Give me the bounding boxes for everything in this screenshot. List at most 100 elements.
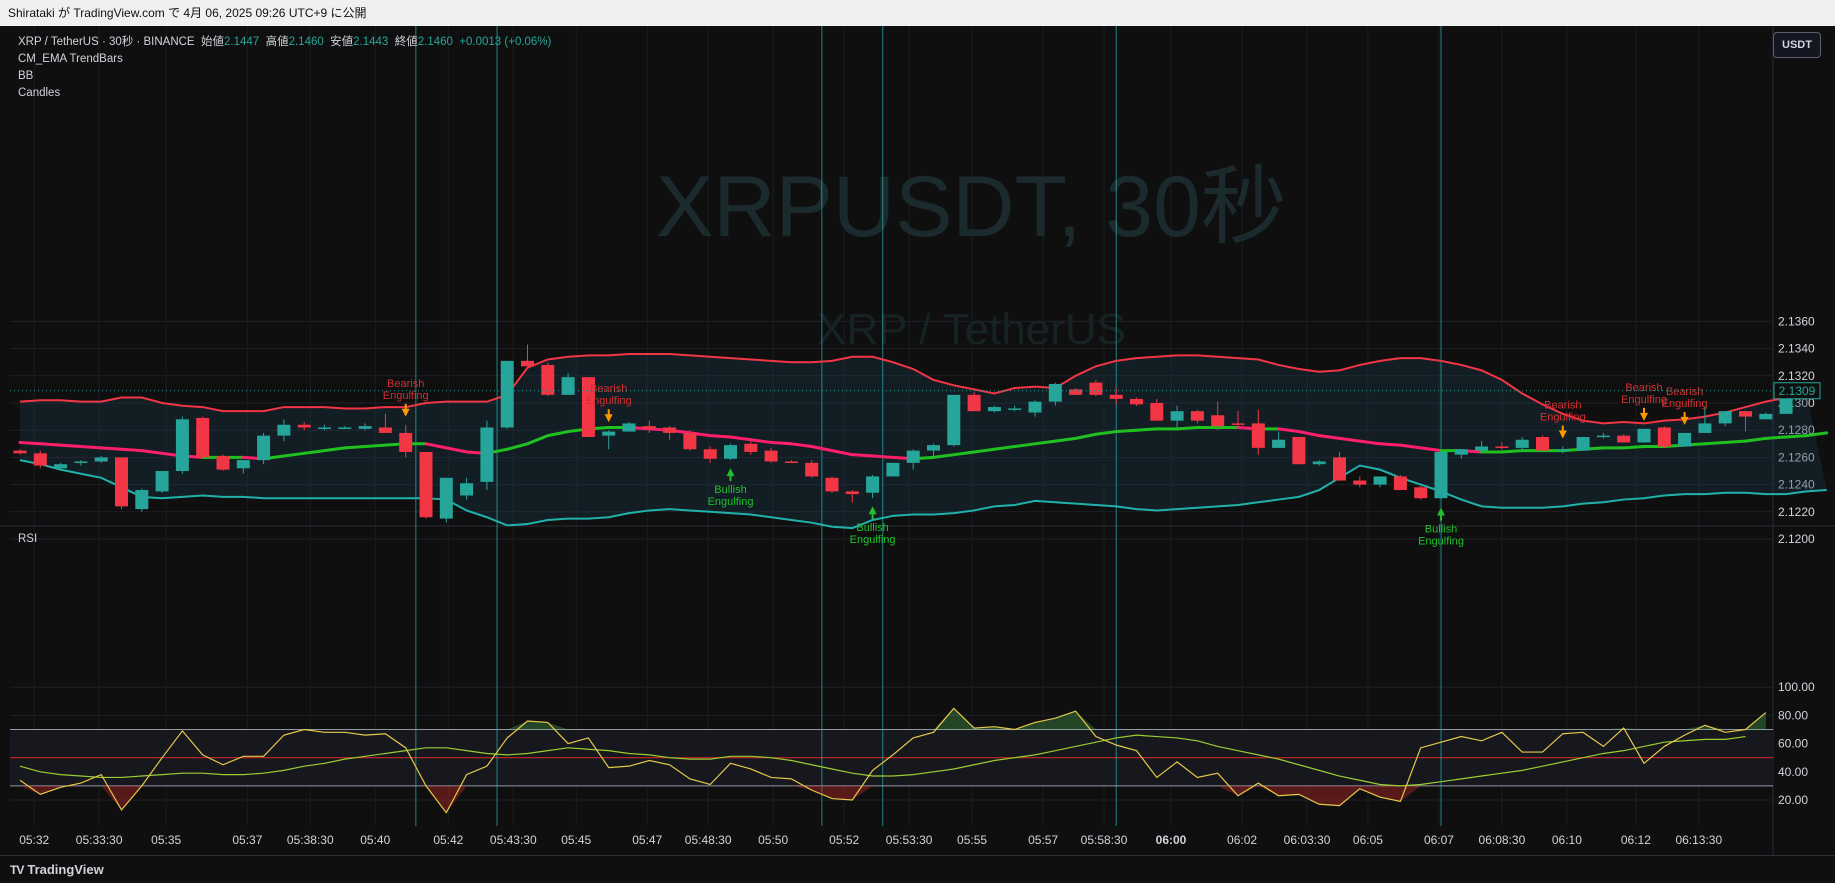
candle-body: [500, 360, 514, 428]
candle-body: [1353, 480, 1367, 485]
bullish-arrow-stem: [1440, 514, 1442, 521]
currency-button[interactable]: USDT: [1773, 32, 1821, 58]
indicator-candles[interactable]: Candles: [18, 87, 61, 99]
candle-body: [541, 364, 555, 395]
bb-basis-segment: [1703, 440, 1727, 446]
bb-basis-segment: [424, 442, 448, 450]
bearish-label-line1: Bearish: [590, 383, 627, 395]
rsi-tick-label: 80.00: [1778, 708, 1808, 722]
candle-body: [1536, 437, 1549, 451]
bearish-arrow-stem: [1561, 425, 1564, 432]
bb-basis-segment: [1135, 427, 1159, 432]
candle-body: [1515, 439, 1529, 448]
bb-basis-segment: [302, 449, 326, 455]
candle-body: [257, 435, 271, 461]
candle-body: [1596, 435, 1610, 438]
bb-basis-segment: [871, 454, 895, 459]
bearish-label-line2: Engulfing: [1621, 394, 1667, 406]
rsi-oversold-fill: [446, 785, 467, 813]
bb-basis-segment: [546, 430, 570, 438]
tradingview-brand[interactable]: TV TradingView: [10, 862, 104, 877]
chart-canvas[interactable]: 2.13602.13402.13202.13002.12802.12602.12…: [0, 26, 1835, 855]
rsi-overbought-fill: [1075, 711, 1096, 730]
low-value: 2.1443: [353, 36, 389, 48]
rsi-oversold-fill: [1319, 785, 1340, 806]
time-tick-label: 05:35: [151, 833, 181, 847]
candle-body: [1272, 439, 1286, 448]
candle-body: [419, 451, 433, 518]
footer-bar: TV TradingView: [0, 855, 1835, 883]
candle-body: [1475, 446, 1489, 451]
bb-basis-segment: [1764, 435, 1788, 440]
bb-basis-segment: [972, 447, 996, 454]
price-tick-label: 2.1220: [1778, 505, 1815, 519]
indicator-cm-ema[interactable]: CM_EMA TrendBars: [18, 53, 123, 65]
bb-basis-segment: [769, 440, 793, 446]
time-tick-label: 05:38:30: [287, 833, 334, 847]
bb-basis-segment: [789, 442, 814, 449]
candle-body: [1393, 476, 1407, 491]
bearish-label-line2: Engulfing: [1540, 412, 1586, 424]
candle-body: [724, 445, 737, 459]
price-tick-label: 2.1320: [1778, 369, 1815, 383]
bullish-label-line1: Bullish: [714, 484, 746, 496]
bearish-label-line2: Engulfing: [1662, 398, 1708, 410]
bb-basis-segment: [18, 440, 42, 446]
time-tick-label: 05:40: [360, 833, 390, 847]
bullish-arrow-icon: [868, 506, 877, 515]
symbol-title[interactable]: XRP / TetherUS · 30秒 · BINANCE: [18, 36, 195, 48]
bearish-arrow-icon: [604, 414, 613, 423]
time-tick-label: 05:50: [758, 833, 788, 847]
bearish-label-line2: Engulfing: [586, 395, 632, 407]
candle-body: [1069, 389, 1083, 395]
candle-body: [886, 462, 900, 477]
candle-body: [906, 450, 920, 463]
candle-body: [967, 394, 981, 412]
time-tick-label: 06:12: [1621, 833, 1651, 847]
candle-body: [1150, 403, 1164, 421]
bb-basis-segment: [38, 442, 63, 447]
rsi-overbought-fill: [1035, 718, 1056, 730]
time-tick-label: 05:52: [829, 833, 859, 847]
bearish-label-line1: Bearish: [1666, 386, 1703, 398]
rsi-ma-line: [19, 734, 1746, 787]
bb-basis-segment: [79, 445, 103, 450]
close-label: 終値: [394, 36, 418, 48]
bb-basis-segment: [1744, 436, 1768, 443]
rsi-oversold-fill: [101, 785, 122, 810]
candle-body: [663, 427, 677, 433]
rsi-overbought-fill: [527, 721, 548, 730]
indicator-bb[interactable]: BB: [18, 70, 34, 82]
candle-body: [460, 483, 474, 496]
bullish-arrow-icon: [726, 468, 735, 477]
bb-basis-segment: [140, 449, 164, 455]
bearish-arrow-icon: [401, 408, 410, 417]
candle-body: [155, 471, 169, 492]
bearish-arrow-icon: [1640, 412, 1648, 421]
bb-basis-segment: [729, 435, 753, 442]
tradingview-logo-icon: TV: [10, 863, 24, 877]
time-tick-label: 05:58:30: [1081, 833, 1128, 847]
candle-body: [1678, 432, 1692, 447]
rsi-pane-label[interactable]: RSI: [18, 533, 38, 545]
bearish-label-line1: Bearish: [1625, 382, 1662, 394]
candle-body: [74, 461, 88, 463]
bb-basis-segment: [1784, 434, 1808, 439]
publish-caption-bar: Shirataki が TradingView.com で 4月 06, 202…: [0, 0, 1835, 26]
candle-body: [1130, 398, 1143, 405]
bearish-arrow-stem: [404, 403, 407, 410]
symbol-legend-row[interactable]: XRP / TetherUS · 30秒 · BINANCE 始値2.1447 …: [18, 34, 551, 51]
rsi-oversold-fill: [1217, 785, 1238, 796]
bb-basis-segment: [1804, 431, 1829, 438]
rsi-oversold-fill: [1298, 785, 1320, 805]
rsi-oversold-fill: [811, 785, 832, 799]
candle-body: [1739, 411, 1752, 417]
candle-body: [764, 450, 778, 462]
time-tick-label: 06:13:30: [1675, 833, 1722, 847]
watermark-main: XRPUSDT, 30秒: [656, 159, 1287, 255]
high-value: 2.1460: [288, 36, 324, 48]
bearish-arrow-icon: [1558, 430, 1567, 439]
chart-area[interactable]: 2.1360 2.1340 2.1320 2.1300 2.1280 2.1260 2.12…: [0, 26, 1835, 855]
candle-body: [683, 432, 697, 450]
rsi-tick-label: 60.00: [1778, 737, 1808, 751]
